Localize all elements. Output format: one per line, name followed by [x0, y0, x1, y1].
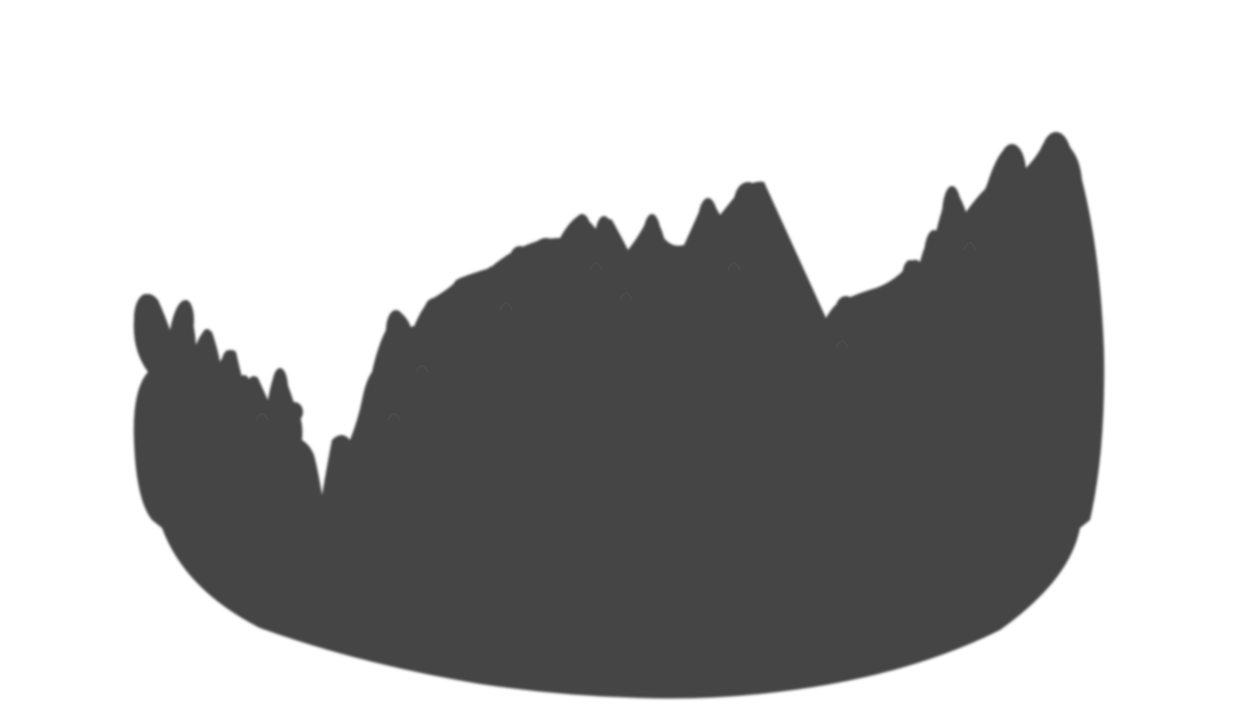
- strand-arc: [387, 413, 401, 421]
- tip: [924, 230, 944, 282]
- tip: [998, 144, 1026, 200]
- tip: [698, 198, 718, 246]
- tip: [510, 246, 530, 270]
- tip: [532, 238, 560, 266]
- tip: [386, 310, 406, 350]
- strand-arc: [589, 262, 603, 271]
- tip: [942, 186, 962, 246]
- tip: [272, 368, 288, 408]
- silhouette-body: [133, 135, 1105, 699]
- tip: [452, 278, 472, 302]
- tip: [200, 329, 214, 361]
- strand-arc: [415, 365, 429, 373]
- strand-arc: [619, 292, 633, 301]
- tip: [643, 214, 661, 262]
- tip: [836, 296, 856, 320]
- tip: [134, 294, 158, 342]
- silhouette-strands: [255, 242, 977, 421]
- strand-arc: [727, 262, 741, 271]
- strand-arc: [835, 340, 849, 349]
- tip: [424, 298, 444, 326]
- tip: [406, 326, 422, 354]
- tip: [734, 182, 762, 222]
- tip: [285, 402, 303, 422]
- strand-arc: [963, 242, 977, 251]
- strand-arc: [255, 413, 269, 421]
- tip: [178, 300, 194, 340]
- silhouette-tips: [134, 132, 1072, 422]
- silhouette-group: [133, 132, 1105, 699]
- tip: [902, 260, 918, 296]
- tip: [864, 288, 892, 316]
- tip: [573, 214, 591, 250]
- tip: [222, 350, 236, 374]
- tip: [238, 375, 250, 395]
- tip: [1040, 132, 1072, 192]
- tip: [595, 216, 613, 260]
- tip: [984, 178, 1004, 222]
- tip: [484, 266, 504, 290]
- strand-arc: [499, 302, 513, 311]
